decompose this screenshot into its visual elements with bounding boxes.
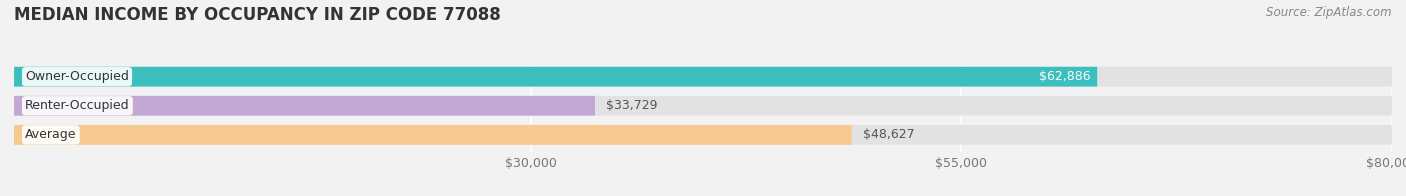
FancyBboxPatch shape <box>14 67 1392 87</box>
Text: Average: Average <box>25 128 76 141</box>
Text: $33,729: $33,729 <box>606 99 658 112</box>
FancyBboxPatch shape <box>14 96 595 116</box>
Text: MEDIAN INCOME BY OCCUPANCY IN ZIP CODE 77088: MEDIAN INCOME BY OCCUPANCY IN ZIP CODE 7… <box>14 6 501 24</box>
FancyBboxPatch shape <box>14 125 852 145</box>
Text: $48,627: $48,627 <box>863 128 914 141</box>
FancyBboxPatch shape <box>14 67 1097 87</box>
Text: Owner-Occupied: Owner-Occupied <box>25 70 129 83</box>
Text: $62,886: $62,886 <box>1039 70 1090 83</box>
Text: Source: ZipAtlas.com: Source: ZipAtlas.com <box>1267 6 1392 19</box>
FancyBboxPatch shape <box>14 125 1392 145</box>
FancyBboxPatch shape <box>14 96 1392 116</box>
Text: Renter-Occupied: Renter-Occupied <box>25 99 129 112</box>
